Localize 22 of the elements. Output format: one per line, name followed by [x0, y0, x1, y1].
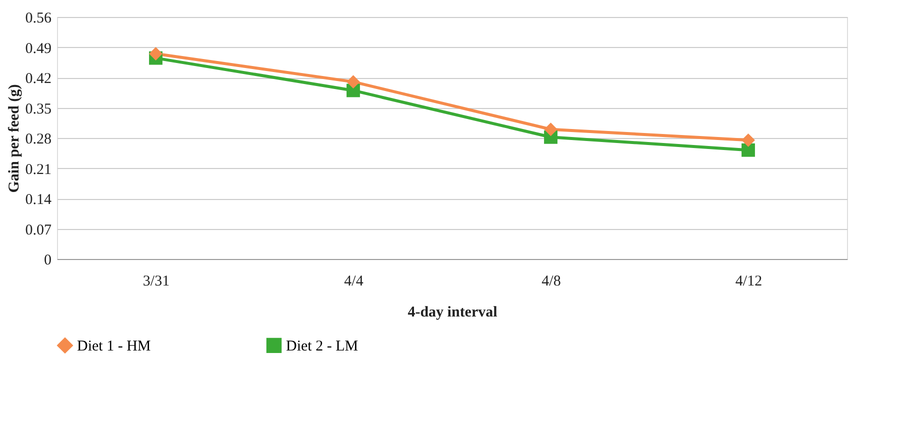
x-tick-label: 4/8 — [542, 274, 561, 290]
y-tick-label: 0.42 — [25, 71, 52, 87]
legend-label: Diet 1 - HM — [77, 338, 151, 354]
y-axis-title: Gain per feed (g) — [6, 84, 22, 193]
y-tick-label: 0.21 — [25, 162, 52, 178]
point — [742, 133, 755, 147]
y-tick-label: 0 — [44, 252, 52, 268]
point — [149, 47, 162, 60]
x-tick-label: 4/12 — [735, 274, 762, 290]
point — [742, 143, 755, 157]
y-tick-label: 0.49 — [25, 40, 52, 57]
y-tick-label: 0.35 — [25, 101, 52, 118]
point — [544, 122, 558, 136]
x-tick-label: 4/4 — [344, 274, 364, 290]
x-axis-title: 4-day interval — [408, 304, 498, 320]
y-tick-label: 0.07 — [25, 222, 52, 238]
y-tick-label: 0.14 — [25, 192, 52, 208]
legend-label: Diet 2 - LM — [286, 338, 358, 354]
point — [346, 75, 360, 89]
y-tick-label: 0.56 — [25, 10, 52, 26]
y-tick-label: 0.28 — [25, 132, 52, 148]
x-tick-label: 3/31 — [142, 274, 170, 290]
